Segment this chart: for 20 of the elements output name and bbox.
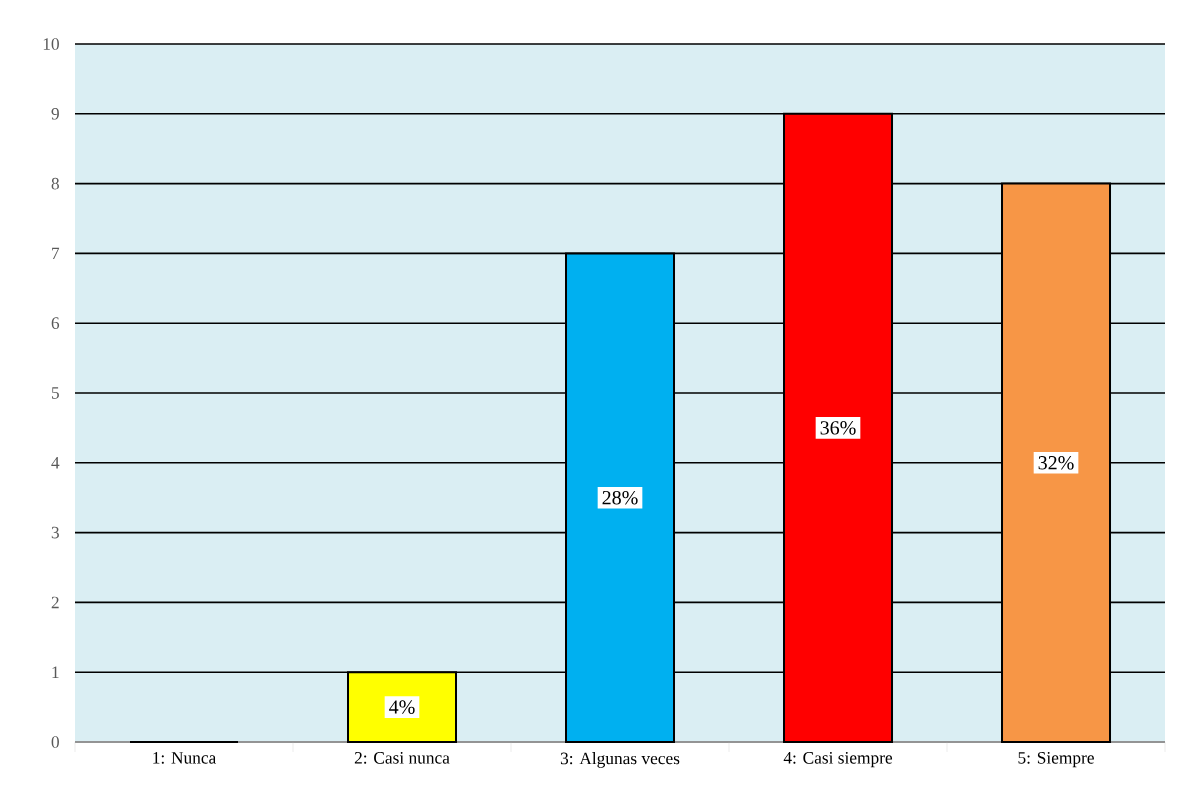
y-tick-label: 5	[51, 387, 59, 399]
y-tick-label: 4	[51, 457, 60, 469]
annotation: 36%	[820, 421, 856, 435]
y-tick-label: 8	[51, 177, 59, 190]
x-tick-label: 2: Casi nunca	[354, 752, 450, 764]
y-tick-label: 0	[51, 736, 59, 748]
y-tick-label: 3	[51, 526, 59, 539]
y-tick-label: 10	[43, 38, 59, 50]
y-tick-label: 9	[51, 107, 59, 120]
y-tick-label: 6	[51, 317, 60, 330]
annotation: 4%	[389, 700, 415, 714]
x-tick-label: 5: Siempre	[1018, 752, 1094, 768]
x-tick-label: 4: Casi siempre	[783, 752, 893, 768]
annotation: 32%	[1038, 456, 1074, 470]
y-tick-label: 1	[52, 666, 59, 678]
y-tick-label: 2	[51, 596, 59, 609]
annotation: 28%	[602, 490, 638, 505]
x-tick-label: 3: Algunas veces	[560, 752, 680, 768]
x-tick-label: 1: Nunca	[153, 752, 217, 764]
y-tick-label: 7	[52, 247, 60, 260]
